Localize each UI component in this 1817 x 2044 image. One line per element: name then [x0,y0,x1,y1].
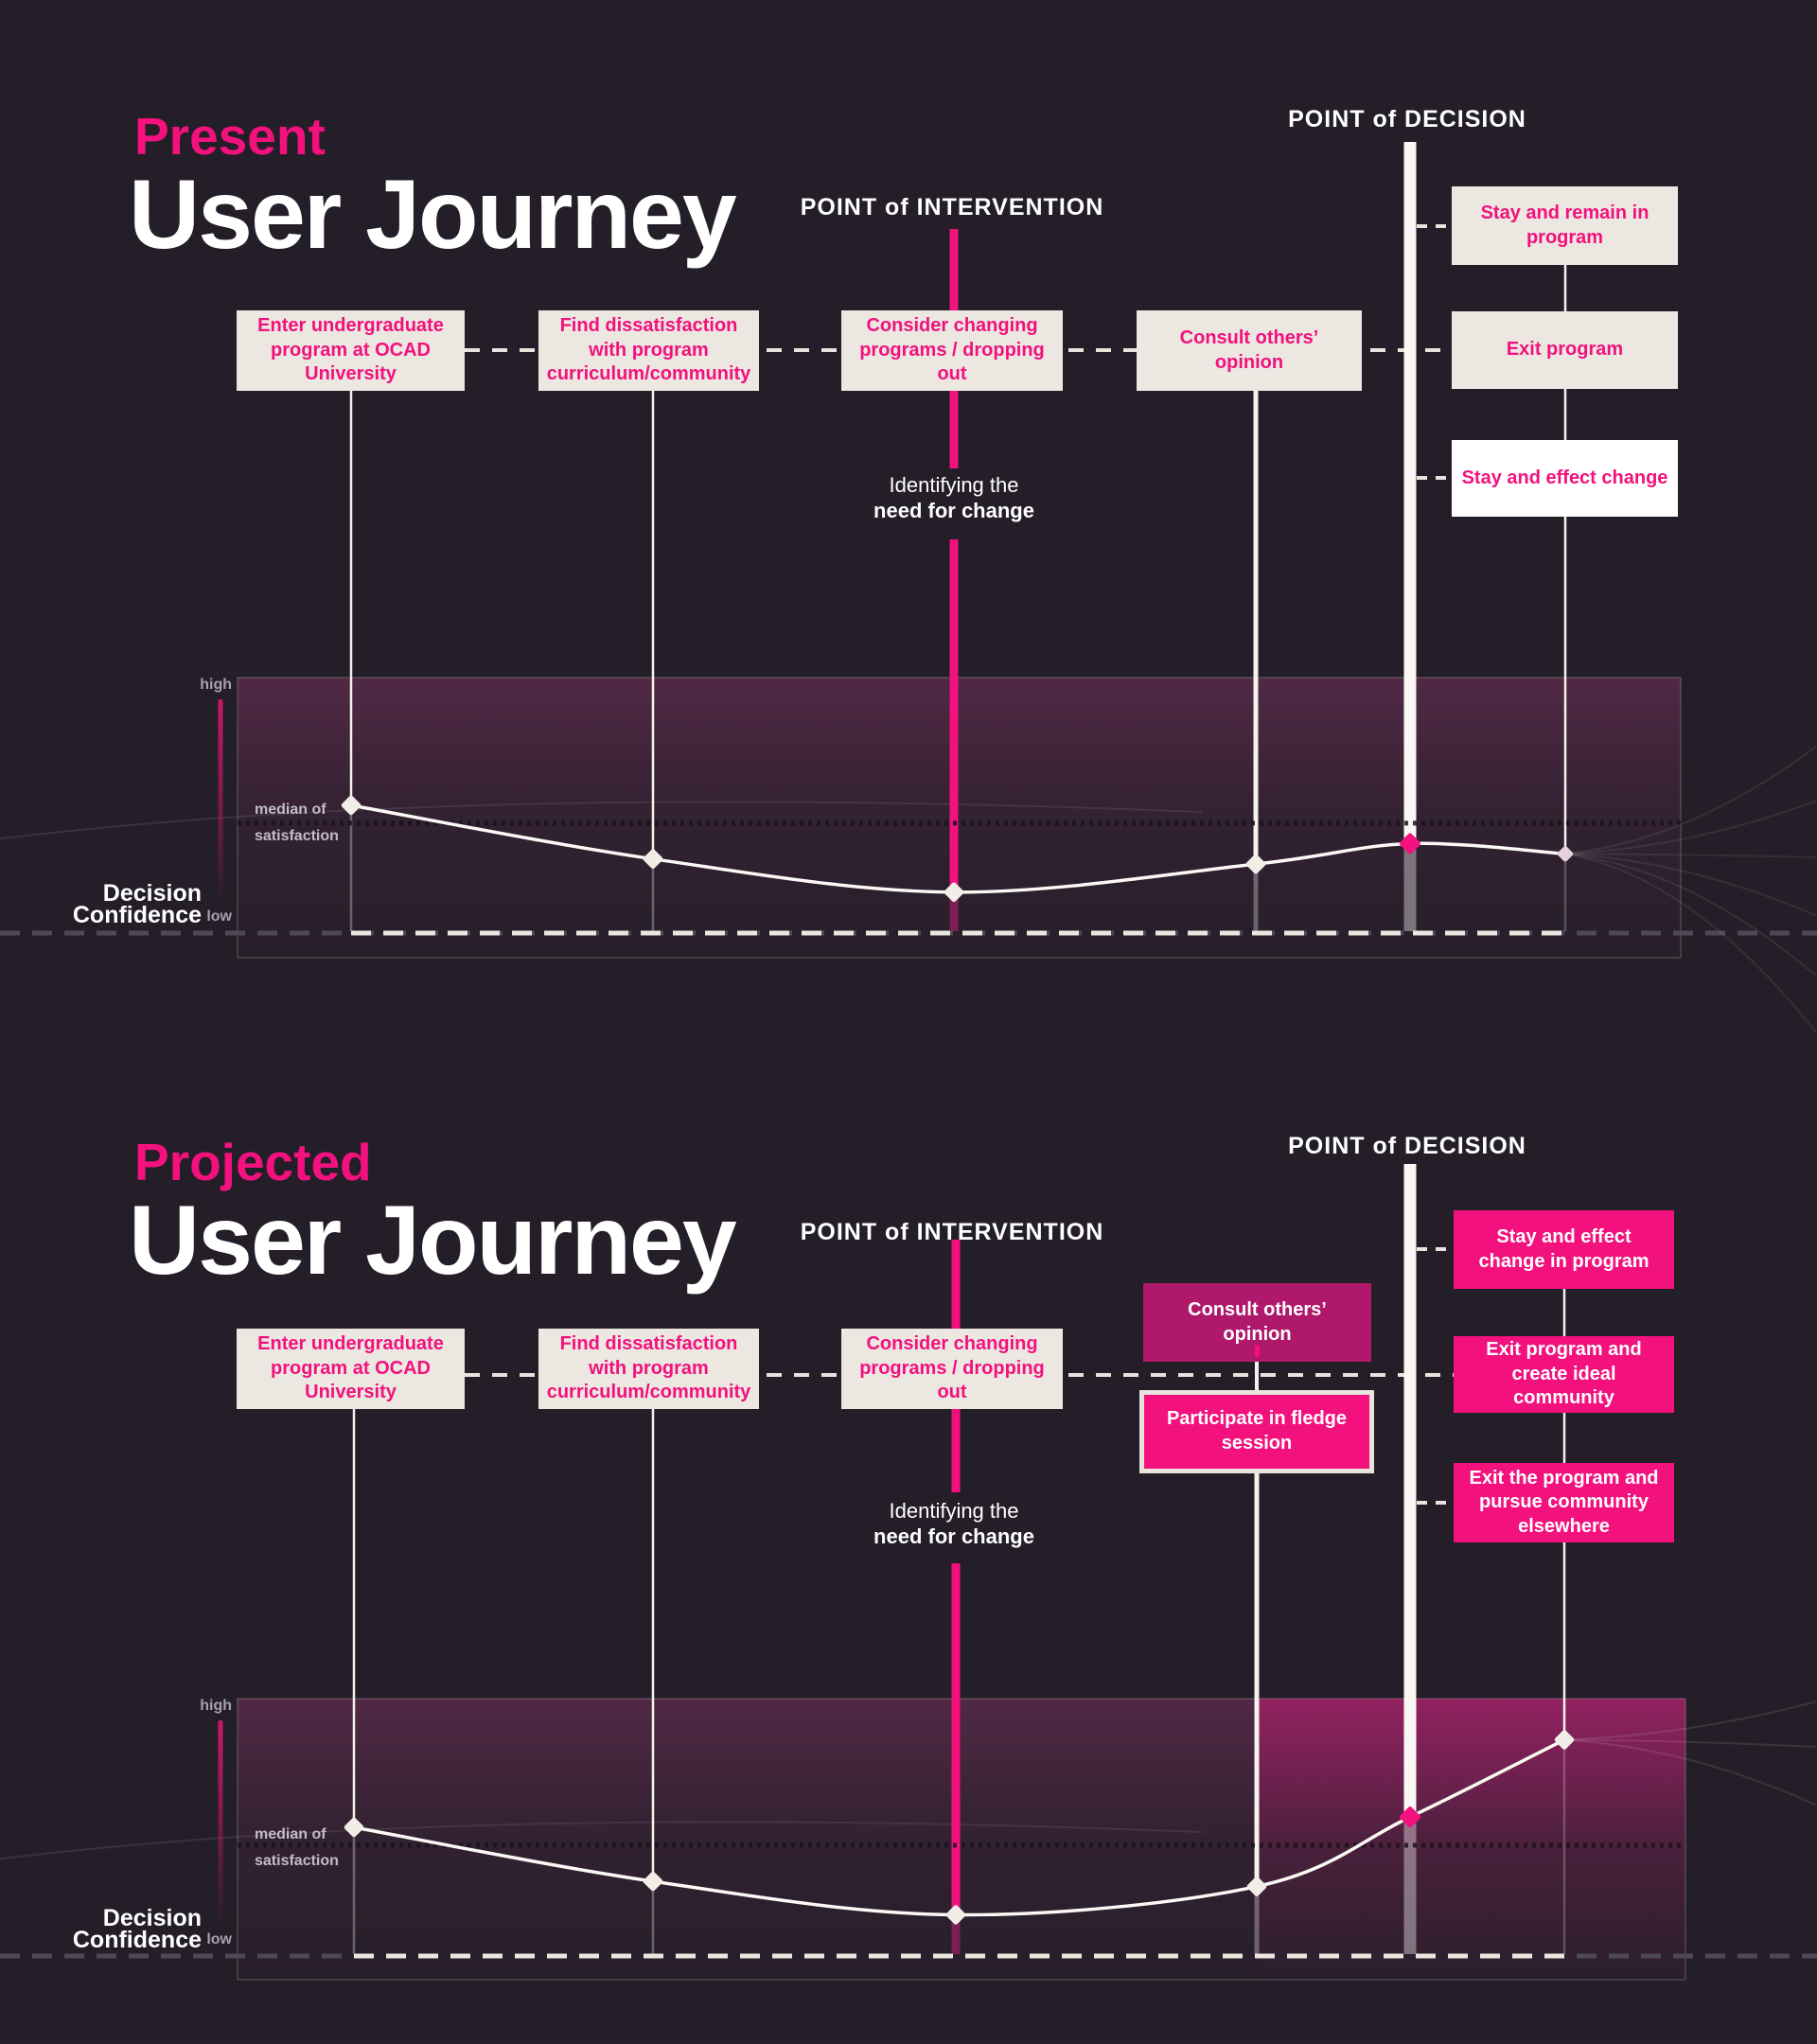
outcome-box-label: Stay and remain in program [1480,202,1649,248]
present-intervention-note-line2: need for change [873,499,1034,522]
consult-connector-tick [1255,1345,1260,1357]
journey-box-label: Consider changing programs / dropping ou… [859,315,1045,385]
journey-box-label: Consider changing programs / dropping ou… [859,1333,1045,1403]
journey-box-label: Enter undergraduate program at OCAD Univ… [257,1333,444,1403]
journey-box-enter-program: Enter undergraduate program at OCAD Univ… [237,310,465,391]
journey-box-enter-program: Enter undergraduate program at OCAD Univ… [237,1329,465,1409]
projected-median-label-line1: median of [255,1826,326,1842]
journey-box-consult-others: Consult others’ opinion [1143,1283,1371,1362]
journey-box-label: Consult others’ opinion [1188,1298,1327,1345]
present-axis-title-line1: Decision [102,880,202,907]
projected-accent-title: Projected [134,1133,372,1191]
present-axis-low-label: low [206,908,232,925]
projected-intervention-note-line2: need for change [873,1524,1034,1548]
outcome-box-exit-create-community: Exit program and create ideal community [1454,1336,1674,1413]
outcome-box-label: Stay and effect change [1461,467,1668,488]
journey-box-consider-changing: Consider changing programs / dropping ou… [841,1329,1063,1409]
present-main-title: User Journey [129,160,737,270]
projected-intervention-note-line1: Identifying the [889,1499,1019,1523]
journey-box-consult-others: Consult others’ opinion [1137,310,1362,391]
projected-median-label-line2: satisfaction [255,1853,339,1869]
present-intervention-note-line1: Identifying the [889,473,1019,497]
present-point-of-decision-label: POINT of DECISION [1288,106,1526,132]
projected-point-of-decision-label: POINT of DECISION [1288,1133,1526,1159]
journey-box-participate-fledge: Participate in fledge session [1139,1390,1374,1473]
journey-box-label: Consult others’ opinion [1179,326,1319,373]
present-axis-title-line2: Confidence [72,902,202,928]
outcome-box-label: Exit program [1506,339,1624,361]
journey-box-label: Enter undergraduate program at OCAD Univ… [257,315,444,385]
outcome-box-stay-effect-change: Stay and effect change [1452,440,1678,517]
outcome-box-exit-pursue-elsewhere: Exit the program and pursue community el… [1454,1463,1674,1542]
journey-box-find-dissatisfaction: Find dissatisfaction with program curric… [538,1329,759,1409]
projected-point-of-intervention-label: POINT of INTERVENTION [800,1219,1104,1245]
outcome-box-exit-program: Exit program [1452,311,1678,389]
present-accent-title: Present [134,107,326,166]
outcome-box-label: Stay and effect change in program [1478,1225,1649,1272]
projected-axis-title-line2: Confidence [72,1927,202,1953]
journey-box-consider-changing: Consider changing programs / dropping ou… [841,310,1063,391]
present-median-label-line2: satisfaction [255,828,339,844]
projected-axis-high-label: high [200,1698,232,1714]
projected-axis-low-label: low [206,1931,232,1947]
present-median-label-line1: median of [255,802,326,818]
projected-main-title: User Journey [129,1186,737,1295]
journey-box-label: Participate in fledge session [1166,1408,1348,1454]
journey-box-label: Find dissatisfaction with program curric… [546,315,751,385]
outcome-box-label: Exit the program and pursue community el… [1469,1467,1659,1537]
journey-box-label: Find dissatisfaction with program curric… [546,1333,751,1403]
outcome-box-stay-effect-change: Stay and effect change in program [1454,1210,1674,1289]
journey-box-find-dissatisfaction: Find dissatisfaction with program curric… [538,310,759,391]
present-point-of-intervention-label: POINT of INTERVENTION [800,194,1104,220]
present-axis-high-label: high [200,677,232,693]
projected-axis-title-line1: Decision [102,1905,202,1931]
outcome-box-label: Exit program and create ideal community [1486,1339,1642,1409]
outcome-box-stay-remain: Stay and remain in program [1452,186,1678,265]
